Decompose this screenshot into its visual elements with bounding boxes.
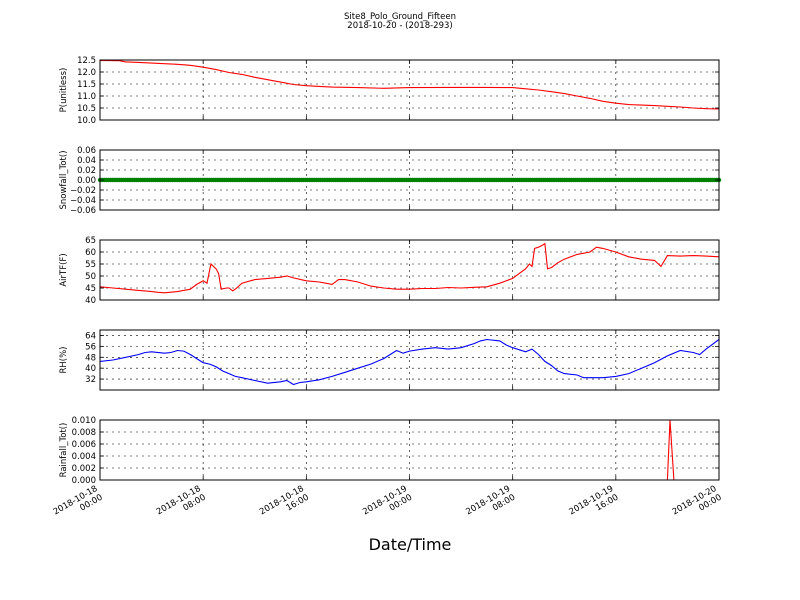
panel-1: 10.0 10.5 11.0 11.5 12.0 12.5 P(unitless) [59,56,720,126]
y-tick-label: 0.04 [77,156,96,166]
y-tick-label: 11.5 [77,80,96,90]
y-axis-label: P(unitless) [59,68,69,113]
y-tick-label: 45 [85,284,96,294]
y-tick-label: 12.0 [77,68,96,78]
y-tick-label: 0.008 [72,428,96,438]
x-tick-label: 2018-10-2000:00 [671,484,724,526]
y-tick-label: −0.06 [70,206,96,216]
y-tick-label: 64 [85,331,96,341]
y-tick-label: −0.02 [70,186,96,196]
panel-5: 0.000 0.002 0.004 0.006 0.008 0.010Rainfall_T… [59,416,720,486]
y-tick-label: 60 [85,248,96,258]
figure-title: Site8_Polo_Ground_Fifteen [344,12,456,22]
y-tick-label: 65 [85,236,96,246]
x-tick-label: 2018-10-1816:00 [258,484,311,526]
y-axis-label: Rainfall_Tot() [59,423,69,478]
y-tick-label: 0.004 [72,452,96,462]
series-line-1 [99,336,720,386]
y-tick-label: 0.06 [77,146,96,156]
y-axis-label: AirTF(F) [59,253,69,286]
figure-subtitle: 2018-10-20 - (2018-293) [347,21,453,31]
y-tick-label: 48 [85,353,96,363]
x-tick-label: 2018-10-1908:00 [464,484,517,526]
y-tick-label: 10.0 [77,116,96,126]
y-tick-label: 12.5 [77,56,96,66]
y-tick-label: 50 [85,272,96,282]
x-tick-label: 2018-10-1900:00 [361,484,414,526]
x-tick-label: 2018-10-1800:00 [52,484,105,526]
y-axis-label: Snowfall_Tot() [59,150,69,209]
y-tick-label: −0.04 [70,196,96,206]
y-tick-label: 10.5 [77,104,96,114]
y-tick-label: 0.000 [72,476,96,486]
panel-2: −0.06−0.04−0.020.000.020.040.06 Snowfall_… [59,146,722,216]
y-tick-label: 0.006 [72,440,96,450]
series-line-1 [99,59,720,110]
y-tick-label: 0.002 [72,464,96,474]
y-tick-label: 55 [85,260,96,270]
y-tick-label: 0.010 [72,416,96,426]
series-line-1 [99,242,720,294]
y-tick-label: 40 [85,364,96,374]
y-tick-label: 32 [85,375,96,385]
x-tick-label: 2018-10-1916:00 [568,484,621,526]
x-tick-label: 2018-10-1808:00 [155,484,208,526]
y-tick-label: 11.0 [77,92,96,102]
y-tick-label: 0.02 [77,166,96,176]
y-tick-label: 40 [85,296,96,306]
y-tick-label: 56 [85,342,96,352]
x-axis-label: Date/Time [369,535,452,554]
y-axis-label: RH(%) [59,346,69,373]
panel-3: 40 45 50 55 60 65 AirTF(F) [59,236,720,306]
y-tick-label: 0.00 [77,176,96,186]
